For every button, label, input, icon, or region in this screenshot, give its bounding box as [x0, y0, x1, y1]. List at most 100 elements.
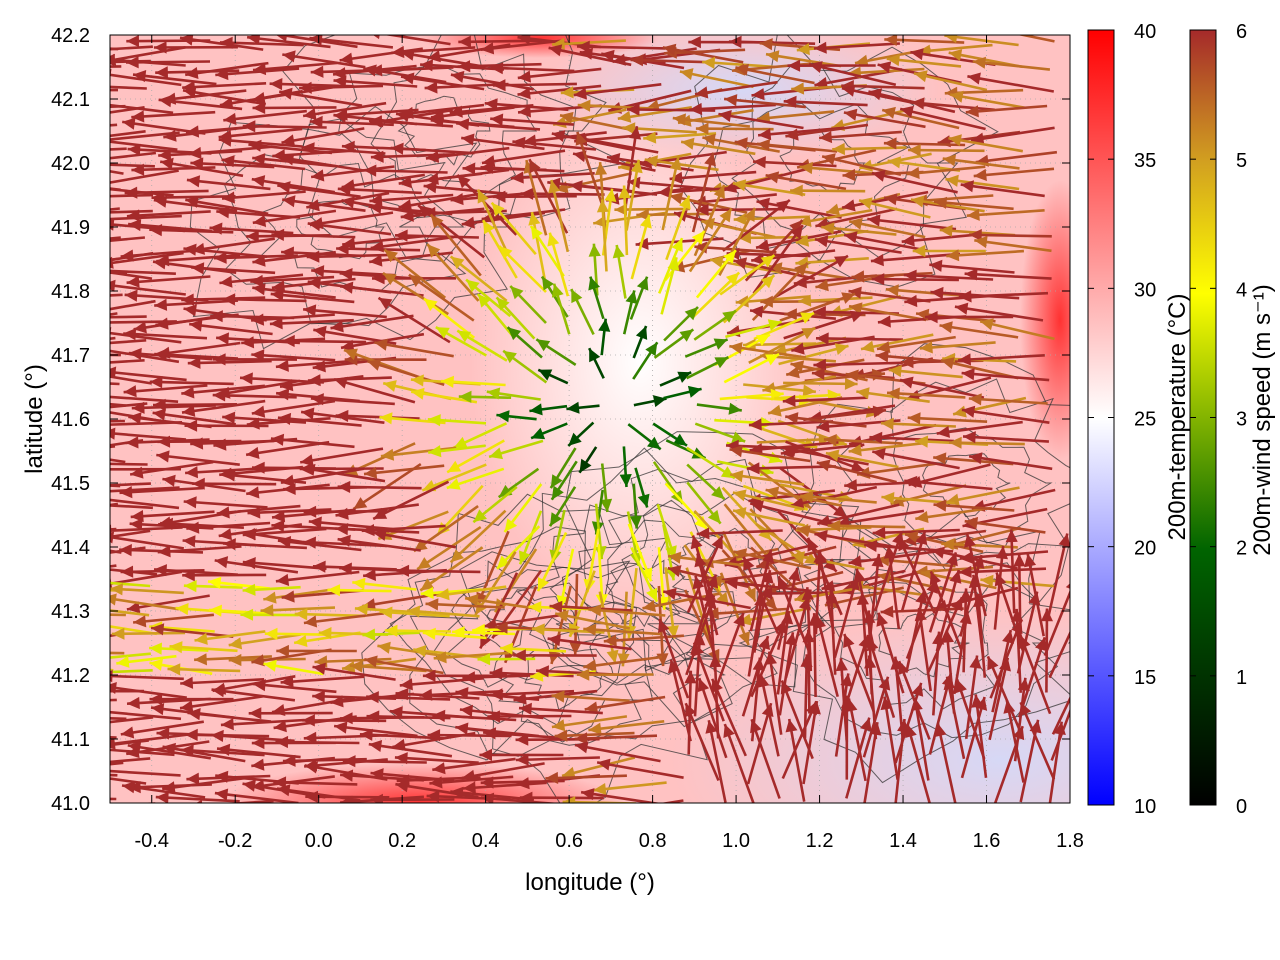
- wind-arrow-head: [396, 109, 410, 122]
- wind-arrow-head: [251, 349, 265, 362]
- wind-arrow-head: [273, 720, 287, 733]
- wind-arrow-head: [959, 611, 972, 625]
- wind-arrow-shaft: [657, 186, 746, 194]
- wind-arrow-head: [473, 509, 487, 523]
- wind-arrow-head: [154, 298, 168, 311]
- y-tick-label: 41.7: [51, 345, 90, 367]
- wind-arrow-head: [37, 175, 50, 187]
- wind-arrow-head: [583, 623, 597, 636]
- wind-arrow-head: [944, 35, 958, 44]
- wind-arrow-head: [61, 238, 74, 250]
- wind-arrow-shaft: [907, 416, 988, 423]
- wind-arrow-head: [513, 649, 526, 662]
- wind-arrow-head: [312, 662, 326, 675]
- wind-arrow-head: [884, 35, 898, 46]
- wind-arrow-head: [814, 615, 826, 629]
- wind-arrow-head: [185, 195, 199, 208]
- wind-arrow-head: [780, 680, 793, 695]
- wind-arrow-head: [696, 203, 709, 216]
- wind-arrow-head: [218, 528, 232, 541]
- wind-arrow-head: [588, 722, 602, 735]
- wind-arrow-head: [277, 784, 291, 797]
- wind-arrow-head: [856, 387, 870, 400]
- wind-arrow-head: [766, 50, 780, 63]
- wind-arrow-shaft: [337, 537, 421, 552]
- wind-arrow-shaft: [187, 711, 272, 723]
- wind-arrow-shaft: [306, 253, 391, 259]
- wind-arrow-head: [761, 570, 774, 584]
- wind-arrow-shaft: [815, 337, 904, 341]
- wind-arrow-head: [69, 262, 82, 274]
- x-tick-label: -0.2: [218, 830, 252, 852]
- wind-arrow-head: [863, 610, 876, 624]
- wind-arrow-head: [310, 393, 324, 406]
- wind-arrow-head: [157, 545, 171, 558]
- wind-arrow-head: [963, 431, 976, 444]
- wind-arrow-head: [583, 659, 597, 672]
- wind-arrow-head: [618, 185, 631, 199]
- wind-arrow-head: [408, 274, 423, 287]
- wind-arrow-shaft: [162, 89, 247, 102]
- wind-arrow-head: [250, 274, 264, 287]
- wind-arrow-shaft: [749, 502, 837, 526]
- wind-arrow-head: [554, 729, 568, 742]
- wind-arrow-head: [516, 777, 530, 790]
- wind-arrow-shaft: [110, 193, 154, 198]
- y-tick-label: 41.4: [51, 537, 90, 559]
- wind-arrow-head: [363, 568, 376, 581]
- wind-arrow-shaft: [342, 234, 426, 246]
- wind-arrow-head: [110, 327, 112, 337]
- wind-arrow-head: [961, 368, 975, 381]
- wind-arrow-shaft: [748, 420, 834, 427]
- wind-arrow-shaft: [189, 322, 273, 336]
- wind-arrow-shaft: [252, 106, 337, 110]
- wind-arrow-head: [718, 110, 732, 122]
- wind-arrow-head: [282, 50, 296, 63]
- wind-arrow-head: [763, 596, 777, 610]
- wind-arrow-head: [400, 209, 414, 222]
- wind-arrow-shaft: [396, 569, 481, 574]
- wind-arrow-shaft: [333, 377, 416, 404]
- colorbar-tick-label: 10: [1134, 796, 1156, 818]
- wind-arrow-shaft: [309, 36, 394, 49]
- wind-arrow-shaft: [781, 700, 818, 780]
- wind-arrow-head: [798, 294, 812, 307]
- wind-arrow-head: [679, 329, 694, 342]
- wind-arrow-shaft: [971, 488, 1056, 510]
- wind-arrow-shaft: [129, 460, 214, 476]
- wind-arrow-shaft: [273, 780, 358, 786]
- wind-arrow-head: [247, 506, 261, 519]
- contour-line: [446, 560, 620, 688]
- wind-arrow-head: [153, 257, 167, 270]
- wind-arrow-head: [370, 793, 383, 803]
- x-tick-label: 0.0: [305, 830, 333, 852]
- wind-arrow-head: [185, 466, 198, 479]
- wind-arrow-head: [844, 231, 858, 244]
- wind-arrow-shaft: [192, 482, 277, 486]
- wind-arrow-shaft: [110, 169, 179, 184]
- wind-arrow-head: [1029, 719, 1042, 734]
- wind-arrow-shaft: [725, 444, 811, 451]
- wind-arrow-shaft: [395, 782, 479, 799]
- wind-arrow-head: [915, 435, 929, 448]
- wind-arrow-shaft: [872, 528, 960, 535]
- wind-arrow-head: [973, 593, 986, 607]
- wind-arrow-head: [330, 320, 344, 333]
- wind-arrow-head: [373, 507, 388, 519]
- wind-arrow-shaft: [110, 652, 151, 659]
- wind-arrow-head: [571, 289, 583, 304]
- wind-arrow-shaft: [808, 62, 897, 87]
- wind-arrow-head: [964, 516, 979, 529]
- wind-arrow-head: [349, 660, 363, 673]
- wind-arrow-head: [427, 414, 441, 427]
- wind-arrow-head: [36, 210, 49, 222]
- wind-arrow-shaft: [307, 376, 392, 382]
- wind-arrow-head: [312, 690, 325, 703]
- wind-arrow-head: [395, 780, 409, 793]
- wind-arrow-head: [791, 82, 805, 95]
- wind-arrow-head: [335, 523, 349, 536]
- wind-arrow-shaft: [110, 527, 117, 531]
- wind-arrow-head: [685, 703, 697, 718]
- wind-arrow-shaft: [887, 545, 901, 630]
